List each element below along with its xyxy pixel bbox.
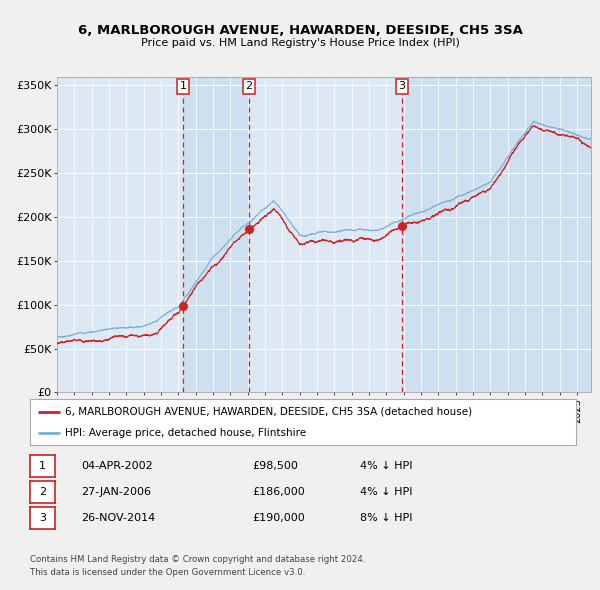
Text: 04-APR-2002: 04-APR-2002	[81, 461, 153, 471]
Text: £186,000: £186,000	[252, 487, 305, 497]
Text: 27-JAN-2006: 27-JAN-2006	[81, 487, 151, 497]
Text: 2: 2	[245, 81, 253, 91]
Text: £98,500: £98,500	[252, 461, 298, 471]
Text: 6, MARLBOROUGH AVENUE, HAWARDEN, DEESIDE, CH5 3SA (detached house): 6, MARLBOROUGH AVENUE, HAWARDEN, DEESIDE…	[65, 407, 473, 417]
Text: Contains HM Land Registry data © Crown copyright and database right 2024.: Contains HM Land Registry data © Crown c…	[30, 555, 365, 563]
Text: 1: 1	[179, 81, 187, 91]
Text: 26-NOV-2014: 26-NOV-2014	[81, 513, 155, 523]
Text: 1: 1	[39, 461, 46, 471]
Bar	[402, 77, 591, 392]
Text: 3: 3	[39, 513, 46, 523]
Bar	[183, 77, 249, 392]
Text: HPI: Average price, detached house, Flintshire: HPI: Average price, detached house, Flin…	[65, 428, 307, 438]
Text: 2: 2	[39, 487, 46, 497]
Text: 8% ↓ HPI: 8% ↓ HPI	[360, 513, 413, 523]
Text: This data is licensed under the Open Government Licence v3.0.: This data is licensed under the Open Gov…	[30, 568, 305, 576]
Text: Price paid vs. HM Land Registry's House Price Index (HPI): Price paid vs. HM Land Registry's House …	[140, 38, 460, 48]
Text: 4% ↓ HPI: 4% ↓ HPI	[360, 487, 413, 497]
Text: 6, MARLBOROUGH AVENUE, HAWARDEN, DEESIDE, CH5 3SA: 6, MARLBOROUGH AVENUE, HAWARDEN, DEESIDE…	[77, 24, 523, 37]
Text: 3: 3	[398, 81, 406, 91]
Text: 4% ↓ HPI: 4% ↓ HPI	[360, 461, 413, 471]
Text: £190,000: £190,000	[252, 513, 305, 523]
